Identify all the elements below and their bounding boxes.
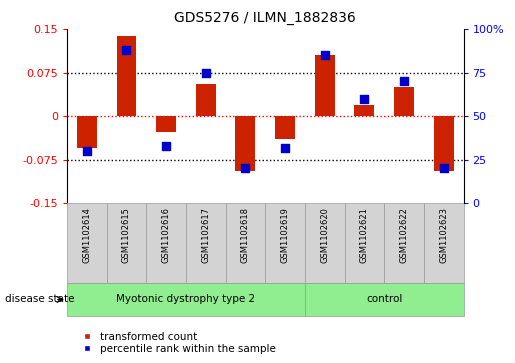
Bar (275, 116, 295, 139)
Bar (226, 203, 265, 283)
Text: disease state: disease state (5, 294, 75, 305)
Text: GSM1102622: GSM1102622 (400, 207, 408, 263)
Text: GSM1102619: GSM1102619 (281, 207, 289, 263)
Point (82, 148, 91, 154)
Bar (67, 283, 305, 316)
Text: GSM1102616: GSM1102616 (162, 207, 170, 263)
Text: GSM1102615: GSM1102615 (122, 207, 131, 263)
Bar (107, 203, 146, 283)
Bar (77, 116, 97, 148)
Text: GSM1102620: GSM1102620 (320, 207, 329, 263)
Title: GDS5276 / ILMN_1882836: GDS5276 / ILMN_1882836 (175, 11, 356, 25)
Bar (394, 87, 414, 116)
Bar (156, 116, 176, 132)
Point (281, 144, 289, 150)
Point (162, 143, 170, 149)
Text: GSM1102618: GSM1102618 (241, 207, 250, 263)
Text: GSM1102614: GSM1102614 (82, 207, 91, 263)
Point (241, 166, 249, 171)
Bar (235, 116, 255, 171)
Bar (116, 36, 136, 116)
Bar (315, 55, 335, 116)
Text: GSM1102617: GSM1102617 (201, 207, 210, 263)
Bar (305, 203, 345, 283)
Bar (345, 203, 384, 283)
Bar (305, 283, 464, 316)
Point (320, 52, 329, 58)
Point (400, 78, 408, 84)
Bar (67, 203, 107, 283)
Point (123, 47, 131, 53)
Text: GSM1102621: GSM1102621 (360, 207, 369, 263)
Point (360, 96, 369, 102)
Text: Myotonic dystrophy type 2: Myotonic dystrophy type 2 (116, 294, 255, 305)
Text: control: control (366, 294, 402, 305)
Bar (354, 105, 374, 116)
Bar (384, 203, 424, 283)
Bar (434, 116, 454, 171)
Point (202, 70, 210, 76)
Bar (424, 203, 464, 283)
Bar (196, 84, 216, 116)
Bar (186, 203, 226, 283)
Legend: transformed count, percentile rank within the sample: transformed count, percentile rank withi… (72, 327, 280, 358)
Point (440, 166, 448, 171)
Text: GSM1102623: GSM1102623 (439, 207, 448, 263)
Bar (265, 203, 305, 283)
Bar (146, 203, 186, 283)
